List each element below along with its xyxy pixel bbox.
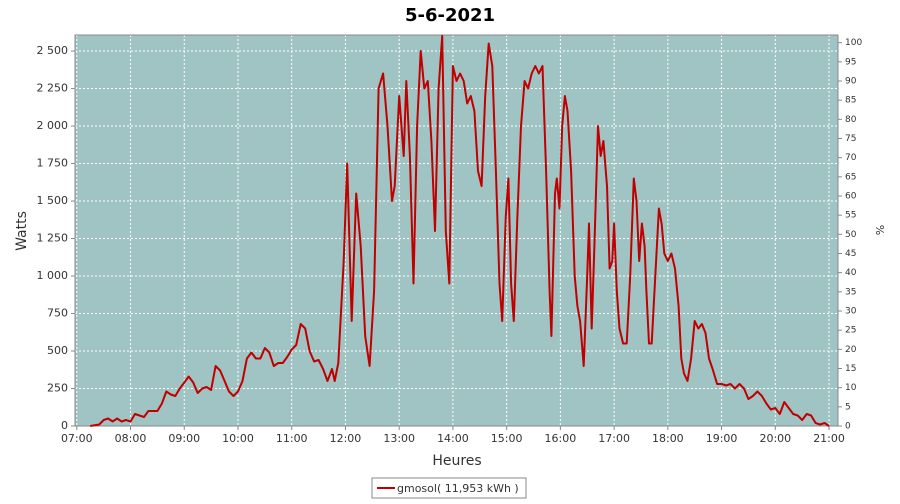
y-tick-label: 1 750 — [37, 157, 69, 170]
x-axis-label: Heures — [432, 453, 481, 469]
y2-tick-label: 50 — [845, 230, 857, 240]
y2-tick-label: 10 — [845, 383, 857, 393]
y-tick-label: 1 250 — [37, 232, 69, 245]
x-tick-label: 12:00 — [330, 432, 362, 445]
y2-tick-label: 15 — [845, 364, 856, 374]
y-tick-label: 0 — [61, 419, 68, 432]
y2-tick-label: 45 — [845, 249, 856, 259]
data-line — [90, 35, 830, 427]
x-tick-label: 19:00 — [706, 432, 738, 445]
x-tick-label: 08:00 — [115, 432, 147, 445]
y-tick-label: 1 500 — [37, 194, 69, 207]
y-tick-label: 750 — [47, 307, 68, 320]
y2-tick-label: 75 — [845, 134, 856, 144]
y2-tick-label: 70 — [845, 153, 857, 163]
x-tick-label: 15:00 — [491, 432, 523, 445]
x-tick-label: 07:00 — [61, 432, 93, 445]
y2-tick-label: 40 — [845, 268, 857, 278]
y2-tick-label: 60 — [845, 192, 857, 202]
y-tick-label: 2 500 — [37, 44, 69, 57]
x-tick-label: 16:00 — [545, 432, 577, 445]
y2-tick-label: 65 — [845, 172, 856, 182]
y2-tick-label: 0 — [845, 422, 851, 432]
x-tick-label: 14:00 — [437, 432, 469, 445]
y2-tick-label: 80 — [845, 115, 857, 125]
y2-tick-label: 20 — [845, 345, 857, 355]
y2-tick-label: 25 — [845, 326, 856, 336]
y2-tick-label: 90 — [845, 77, 857, 87]
y2-tick-label: 35 — [845, 287, 856, 297]
y-axis-label: Watts — [14, 211, 30, 251]
y2-tick-label: 100 — [845, 38, 862, 48]
y-tick-label: 2 250 — [37, 82, 69, 95]
legend-label: gmosol( 11,953 kWh ) — [397, 482, 519, 495]
y-tick-label: 250 — [47, 382, 68, 395]
chart-title: 5-6-2021 — [405, 5, 495, 26]
x-tick-label: 13:00 — [383, 432, 415, 445]
y-tick-label: 1 000 — [37, 269, 69, 282]
plot-border — [74, 34, 839, 427]
x-tick-label: 18:00 — [652, 432, 684, 445]
y2-tick-label: 30 — [845, 307, 857, 317]
x-tick-label: 11:00 — [276, 432, 308, 445]
y-tick-label: 2 000 — [37, 119, 69, 132]
y2-axis-label: % — [874, 225, 887, 235]
plot-background — [75, 35, 838, 426]
x-tick-label: 21:00 — [813, 432, 845, 445]
x-tick-label: 10:00 — [222, 432, 254, 445]
y2-tick-label: 95 — [845, 57, 856, 67]
y-tick-label: 500 — [47, 344, 68, 357]
y2-tick-label: 5 — [845, 402, 851, 412]
x-tick-label: 09:00 — [168, 432, 200, 445]
x-tick-label: 20:00 — [759, 432, 791, 445]
x-tick-label: 17:00 — [598, 432, 630, 445]
y2-tick-label: 85 — [845, 96, 856, 106]
y2-tick-label: 55 — [845, 211, 856, 221]
legend-box — [371, 477, 527, 499]
